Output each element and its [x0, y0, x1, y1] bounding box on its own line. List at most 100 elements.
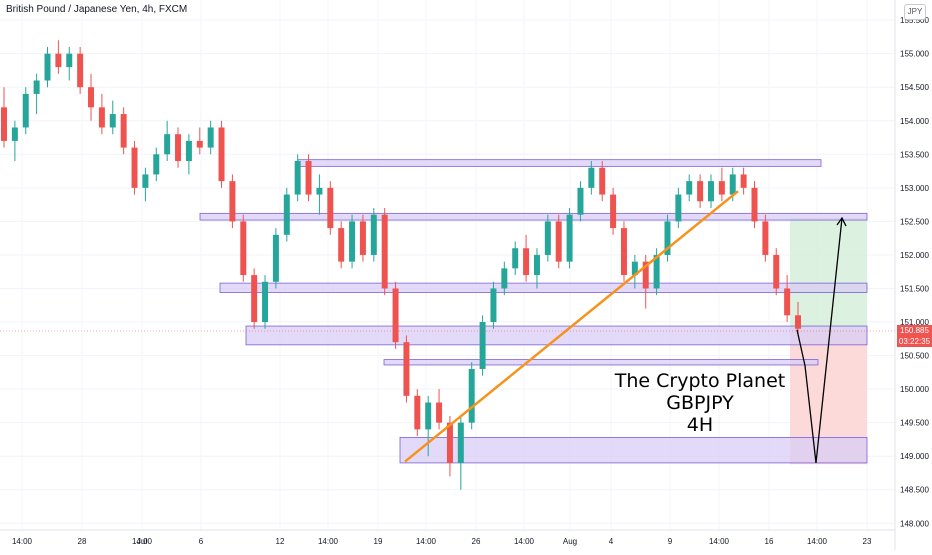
y-tick-label: 150.500	[900, 352, 929, 361]
candle-body	[349, 221, 356, 262]
candle-body	[109, 114, 116, 128]
trendline[interactable]	[404, 190, 739, 463]
candle-body	[468, 368, 475, 423]
candle-body	[664, 221, 671, 255]
candle-body	[55, 53, 62, 68]
y-tick-label: 151.500	[900, 284, 929, 293]
x-tick-label: 23	[863, 537, 872, 546]
x-tick-label: 26	[472, 537, 481, 546]
candle-body	[272, 234, 279, 282]
candle-body	[370, 214, 377, 255]
candle-body	[533, 254, 540, 276]
candle-body	[381, 214, 388, 289]
x-tick-label: 9	[668, 537, 673, 546]
y-tick-label: 154.500	[900, 83, 929, 92]
x-tick-label: 14:00	[12, 537, 33, 546]
last-price-value: 150.885	[900, 326, 929, 335]
y-tick-label: 149.500	[900, 419, 929, 428]
x-tick-label: 14:00	[807, 537, 828, 546]
annotation-line-3: 4H	[686, 414, 714, 436]
y-tick-label: 148.000	[900, 519, 929, 528]
x-tick-label: Jul	[137, 537, 147, 546]
candle-body	[479, 322, 486, 369]
candle-body	[555, 221, 562, 262]
candle-body	[66, 53, 73, 68]
candle-body	[795, 315, 801, 329]
chart-annotation: The Crypto Planet GBPJPY 4H	[600, 370, 800, 436]
trendline-segment	[404, 190, 739, 463]
candle-body	[544, 221, 551, 255]
candle-body	[262, 281, 269, 323]
x-tick-label: 4	[609, 537, 614, 546]
zone-rect	[219, 282, 868, 293]
candle-body	[762, 221, 769, 255]
candle-body	[773, 254, 780, 289]
zone-rect	[199, 212, 868, 221]
price-axis[interactable]: 155.500 155.000 154.500 154.000 153.500 153.0…	[900, 16, 929, 528]
last-price-countdown: 03:22:35	[898, 337, 931, 346]
x-tick-label: 14:00	[132, 537, 153, 546]
candle-body	[610, 194, 617, 229]
candle-body	[501, 268, 508, 289]
support-resistance-zones[interactable]	[199, 159, 868, 464]
y-tick-label: 155.000	[900, 50, 929, 59]
candle-body	[697, 181, 704, 202]
candle-body	[240, 221, 247, 276]
candle-body	[675, 194, 682, 222]
x-tick-label: 14:00	[709, 537, 730, 546]
candle-body	[44, 53, 51, 81]
candle-body	[620, 228, 627, 276]
candle-body	[196, 140, 203, 148]
projection-line	[796, 217, 843, 463]
target-zone	[790, 218, 867, 330]
candle-body	[142, 174, 149, 188]
candle-body	[88, 87, 95, 108]
candle-body	[164, 134, 171, 155]
candle-body	[588, 167, 595, 188]
candle-body	[120, 114, 127, 148]
candle-body	[359, 221, 366, 255]
zone-rect	[383, 359, 819, 366]
candle-body	[642, 261, 649, 289]
annotation-line-1: The Crypto Planet	[614, 370, 786, 392]
x-tick-label: 16	[765, 537, 774, 546]
candle-body	[457, 422, 464, 463]
y-tick-label: 155.500	[900, 16, 929, 25]
candle-body	[490, 288, 497, 323]
candle-body	[229, 181, 236, 222]
projection-path[interactable]	[796, 216, 847, 463]
candle-body	[446, 422, 453, 463]
candle-body	[283, 194, 290, 235]
candle-body	[316, 187, 323, 195]
candle-body	[11, 127, 18, 141]
candle-body	[33, 80, 40, 94]
candle-body	[251, 275, 258, 323]
candle-body	[98, 107, 105, 128]
symbol-title: British Pound / Japanese Yen, 4h, FXCM	[6, 4, 188, 15]
grid	[0, 0, 895, 530]
y-tick-label: 154.000	[900, 117, 929, 126]
zone-rect	[297, 159, 822, 167]
x-tick-label: 28	[78, 537, 87, 546]
candle-body	[305, 161, 312, 195]
candle-body	[751, 187, 758, 222]
currency-button[interactable]: JPY	[904, 4, 926, 20]
candlestick-series	[1, 40, 801, 490]
candle-body	[653, 254, 660, 289]
candle-body	[436, 402, 443, 423]
candle-body	[175, 134, 182, 162]
x-tick-label: 12	[276, 537, 285, 546]
y-tick-label: 152.500	[900, 217, 929, 226]
candle-body	[631, 261, 638, 276]
zone-rect	[399, 437, 868, 464]
candle-body	[218, 127, 225, 182]
last-price-tag: 150.885 03:22:35	[897, 325, 932, 347]
candle-body	[185, 140, 192, 162]
x-tick-label: 14:00	[514, 537, 535, 546]
x-tick-label: 14:00	[318, 537, 339, 546]
candle-body	[599, 167, 606, 195]
y-tick-label: 148.500	[900, 486, 929, 495]
candle-body	[577, 187, 584, 215]
